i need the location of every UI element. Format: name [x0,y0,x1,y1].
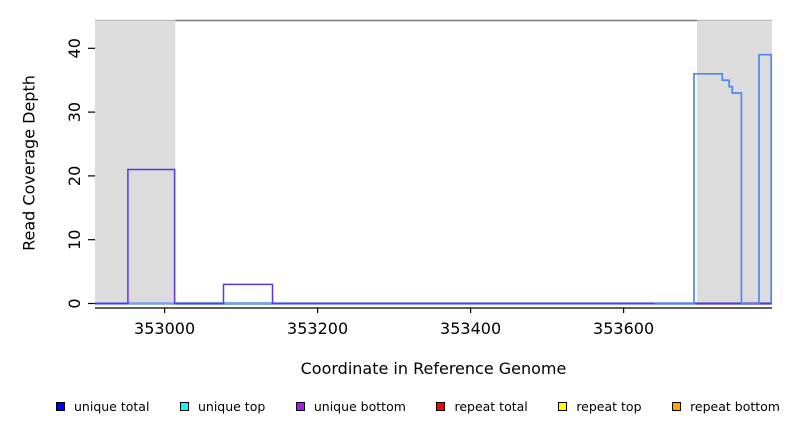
legend-swatch-icon [295,402,305,411]
legend-swatch-icon [672,402,682,411]
x-tick-label: 353600 [593,319,654,338]
series-unique-total [654,53,773,305]
legend-label: repeat bottom [690,399,780,414]
legend-item-unique-top: unique top [179,399,266,414]
x-tick-label: 353400 [440,319,501,338]
series-unique-bottom [95,168,772,305]
legend-swatch-icon [436,402,446,411]
legend-item-repeat-total: repeat total [436,399,528,414]
legend-label: unique top [197,399,266,414]
legend-swatch-icon [558,402,568,411]
y-tick-label: 0 [65,298,84,308]
legend-label: unique bottom [313,399,406,414]
legend-swatch-icon [179,402,189,411]
legend-swatch-icon [56,402,65,411]
legend-item-repeat-bottom: repeat bottom [672,399,780,414]
shaded-region [697,21,772,305]
x-tick-label: 353000 [134,319,195,338]
legend-label: repeat total [454,399,528,414]
y-tick-label: 30 [65,102,84,122]
y-tick-label: 10 [65,230,84,250]
legend: unique total unique top unique bottom repea… [56,399,780,414]
x-axis-title: Coordinate in Reference Genome [300,359,567,378]
y-tick-label: 20 [65,166,84,186]
y-tick-label: 40 [65,38,84,58]
legend-item-unique-bottom: unique bottom [295,399,406,414]
shaded-region [95,21,176,305]
x-tick-label: 353200 [287,319,348,338]
y-axis-title: Read Coverage Depth [19,75,39,251]
legend-item-unique-total: unique total [56,399,149,414]
legend-item-repeat-top: repeat top [558,399,642,414]
legend-label: unique total [74,399,150,414]
legend-label: repeat top [576,399,642,414]
